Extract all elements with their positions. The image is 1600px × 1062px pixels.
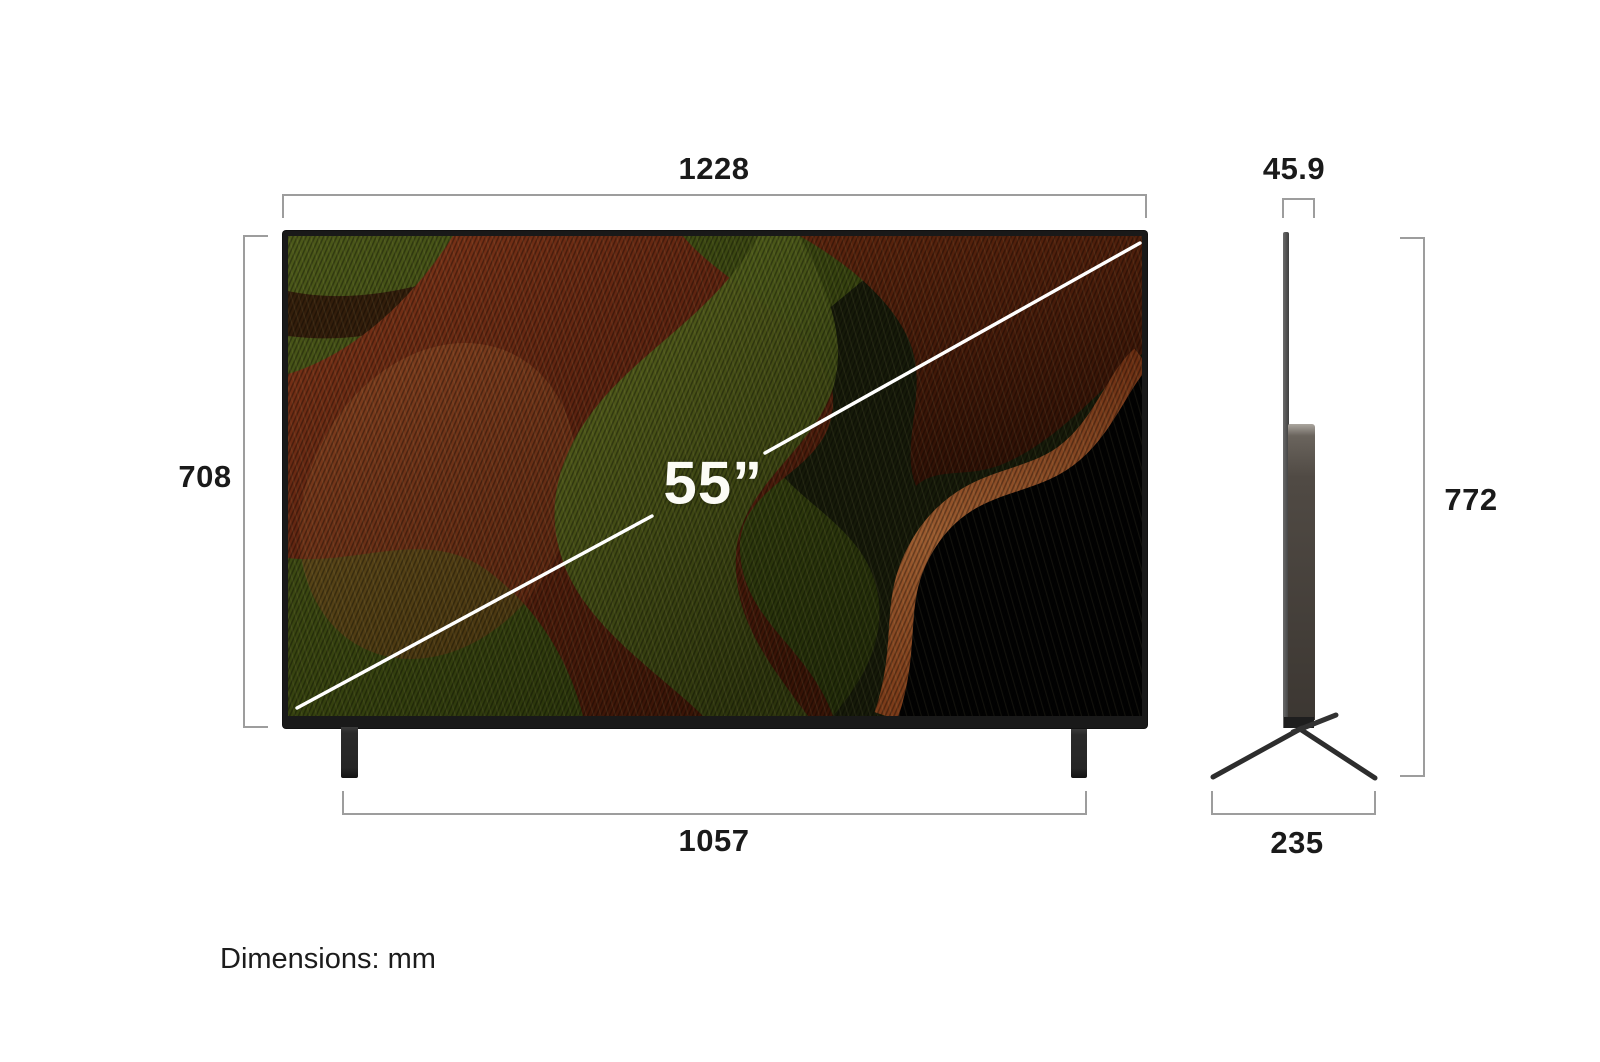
tv-foot-left	[341, 727, 358, 778]
tv-foot-right	[1071, 729, 1087, 778]
tv-side-stand-neck	[1284, 717, 1314, 728]
tv-side-back-box	[1288, 424, 1315, 720]
height-dimension-label: 708	[178, 459, 232, 494]
width-dimension-bracket	[282, 194, 1147, 218]
stand-leg-front	[1210, 725, 1305, 780]
tv-front-view: 55”	[283, 231, 1147, 728]
screen-artwork	[288, 236, 1142, 716]
tv-side-stand-legs	[1210, 712, 1378, 781]
side-height-dimension-bracket	[1400, 237, 1425, 777]
stand-width-dimension-bracket	[342, 791, 1087, 815]
screen-size-label: 55”	[663, 449, 764, 517]
width-dimension-label: 1228	[678, 151, 750, 186]
stand-leg-back	[1297, 726, 1378, 781]
depth-dimension-label: 45.9	[1262, 151, 1326, 186]
stand-depth-dimension-bracket	[1211, 791, 1376, 815]
stand-leg-rear-stub	[1290, 712, 1339, 735]
diagonal-line-lower	[295, 514, 654, 710]
stand-depth-dimension-label: 235	[1270, 825, 1324, 860]
tv-screen: 55”	[288, 236, 1142, 716]
units-note: Dimensions: mm	[220, 943, 436, 975]
side-height-dimension-label: 772	[1444, 482, 1498, 517]
diagonal-line-upper	[763, 241, 1142, 455]
height-dimension-bracket	[243, 235, 268, 728]
tv-side-panel	[1283, 232, 1289, 728]
stand-width-dimension-label: 1057	[678, 823, 750, 858]
depth-dimension-bracket	[1282, 198, 1315, 218]
